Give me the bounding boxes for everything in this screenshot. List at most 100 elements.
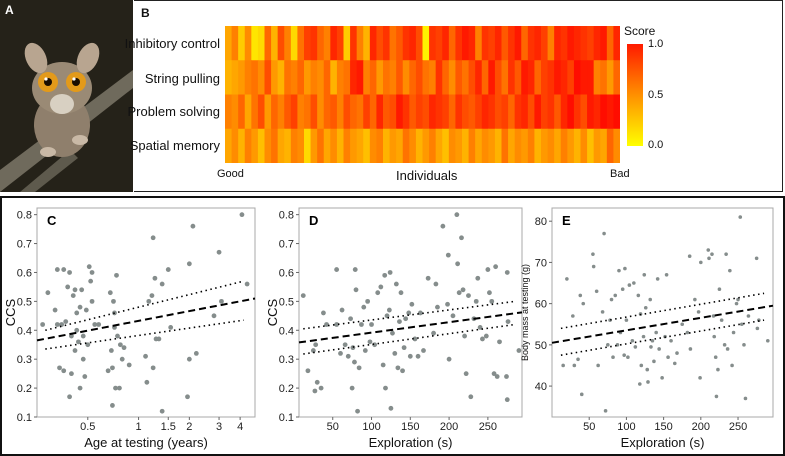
data-point [59,322,65,327]
x-tick-label: 1.5 [161,421,176,433]
heatmap-cell [455,128,463,163]
heatmap-cell [343,26,351,61]
heatmap-cell [435,26,443,61]
heatmap-cell [376,26,384,61]
data-point [627,283,632,287]
heatmap-cell [600,26,608,61]
heatmap-cell [330,128,338,163]
data-point [85,342,91,348]
heatmap-cell [462,60,470,95]
heatmap-cell [330,60,338,95]
heatmap-cell [448,26,457,61]
data-point [645,367,650,372]
data-point [80,333,86,339]
heatmap-cell [475,94,483,130]
heatmap-cell [455,60,463,95]
x-tick-label: 150 [654,421,672,433]
heatmap-cell [284,60,292,95]
y-tick-label: 0.3 [17,354,32,366]
data-point [456,290,462,296]
x-tick-label: 200 [692,421,710,433]
panel-label-d: D [309,213,318,228]
data-point [596,363,600,368]
heatmap-cell [350,60,358,95]
data-point [387,270,393,275]
heatmap-cell [310,26,318,61]
data-point [348,316,353,322]
data-point [738,215,743,219]
data-point [403,316,409,322]
data-point [82,374,88,379]
data-point [698,376,702,380]
heatmap-cell [356,94,364,130]
heatmap-cell [514,94,522,130]
data-point [72,348,78,353]
x-axis-label: Exploration (s) [621,435,705,450]
data-point [455,261,461,267]
heatmap-cell [593,94,601,130]
data-point [186,261,192,267]
heatmap-cell [554,26,562,61]
heatmap-cell [402,26,410,61]
x-axis-label-individuals: Individuals [396,168,458,183]
data-point [89,298,95,304]
data-point [440,223,446,229]
heatmap-cell [488,128,496,163]
data-point [388,405,394,411]
data-point [504,374,509,379]
y-tick-label: 0.7 [279,239,294,251]
heatmap-cell [587,26,595,61]
x-tick-label: 250 [479,421,497,433]
data-point [675,351,679,355]
data-point [312,388,318,394]
data-point [630,338,635,343]
heatmap-cell [284,26,292,61]
heatmap-cell [481,60,489,95]
data-point [717,287,722,292]
x-tick-label: 250 [729,421,747,433]
heatmap-cell [554,60,562,95]
ci-lower-line [303,323,516,355]
heatmap-cell [251,94,259,130]
data-point [466,293,471,298]
heatmap-cell [244,94,252,130]
data-point [722,343,727,347]
data-point [639,363,644,368]
heatmap-cell [442,60,450,95]
data-point [168,324,174,330]
data-point [321,310,326,316]
heatmap-cell [547,26,555,61]
data-point [108,348,114,353]
data-point [734,301,739,306]
heatmap-cell [462,26,470,61]
heatmap-cell [264,94,272,130]
heatmap-cell [554,94,562,130]
heatmap-cell [376,94,384,130]
heatmap-cell [257,26,266,61]
x-tick-label: 200 [440,421,458,433]
data-point [412,336,418,342]
heatmap-cell [231,128,239,163]
heatmap-cell [277,26,285,61]
heatmap-cell [225,26,233,61]
data-point [406,310,412,316]
heatmap-cell [238,128,246,163]
heatmap-cell [383,60,391,95]
data-point [334,322,340,327]
heatmap-cell [567,128,575,163]
heatmap-cell [264,26,272,61]
heatmap-cell [402,60,410,95]
heatmap-cell [277,94,285,130]
data-point [383,385,388,391]
heatmap-cell [573,128,582,163]
data-point [390,330,395,336]
heatmap-cell [481,128,489,163]
heatmap-cell [238,60,246,95]
plot-area-c [36,207,256,418]
heatmap-cell [429,26,437,61]
data-point [487,290,492,296]
data-point [445,252,451,258]
data-point [314,379,320,385]
heatmap-cell [600,60,608,95]
data-point [69,371,74,377]
